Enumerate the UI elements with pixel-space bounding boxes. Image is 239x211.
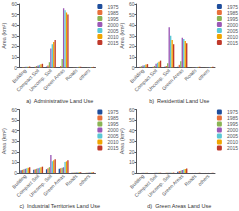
svg-text:60: 60 (11, 107, 17, 113)
svg-text:50: 50 (129, 117, 135, 123)
svg-text:Uncomp. Soil: Uncomp. Soil (27, 67, 53, 93)
svg-text:2015: 2015 (227, 40, 238, 46)
svg-text:1995: 1995 (226, 15, 238, 22)
svg-text:30: 30 (11, 138, 17, 144)
svg-text:others: others (77, 67, 91, 81)
svg-text:others: others (197, 67, 211, 81)
svg-text:40: 40 (11, 22, 17, 28)
svg-text:60: 60 (129, 107, 135, 113)
svg-text:30: 30 (129, 33, 135, 39)
svg-text:2000: 2000 (226, 21, 238, 28)
svg-text:1985: 1985 (107, 9, 119, 16)
svg-text:1995: 1995 (107, 121, 119, 127)
svg-text:1985: 1985 (226, 9, 238, 16)
svg-text:Uncomp. Soil: Uncomp. Soil (27, 172, 53, 199)
svg-text:1975: 1975 (107, 109, 119, 115)
svg-text:2010: 2010 (226, 139, 238, 145)
svg-text:2015: 2015 (227, 145, 238, 151)
svg-text:20: 20 (129, 149, 135, 155)
svg-text:Roads: Roads (64, 67, 79, 82)
svg-text:1985: 1985 (226, 115, 238, 121)
svg-text:0: 0 (14, 170, 17, 176)
svg-text:Roads: Roads (183, 173, 198, 188)
svg-text:Compact Soil: Compact Soil (133, 67, 159, 93)
svg-text:1995: 1995 (107, 15, 119, 22)
svg-text:2010: 2010 (107, 139, 119, 145)
svg-text:others: others (77, 173, 91, 187)
svg-text:2005: 2005 (107, 133, 119, 139)
svg-text:a) Administrative Land Use: a) Administrative Land Use (26, 98, 93, 104)
svg-text:2010: 2010 (226, 33, 238, 40)
svg-text:50: 50 (129, 12, 135, 18)
svg-text:Green Areas: Green Areas (160, 173, 184, 197)
svg-text:Building: Building (10, 172, 28, 190)
svg-text:1985: 1985 (107, 115, 119, 121)
svg-text:2005: 2005 (107, 27, 119, 34)
svg-text:20: 20 (11, 149, 17, 155)
svg-text:others: others (197, 173, 211, 187)
svg-text:30: 30 (129, 138, 135, 144)
svg-text:10: 10 (11, 54, 17, 60)
svg-text:b) Residential Land Use: b) Residential Land Use (149, 98, 209, 104)
svg-text:Roads: Roads (64, 173, 79, 188)
svg-text:Compact Soil: Compact Soil (133, 172, 159, 199)
svg-text:30: 30 (11, 33, 17, 39)
svg-text:0: 0 (132, 170, 135, 176)
svg-text:Roads: Roads (183, 67, 198, 82)
svg-text:2005: 2005 (226, 133, 238, 139)
svg-text:2000: 2000 (107, 21, 119, 28)
svg-text:50: 50 (11, 12, 17, 18)
svg-text:0: 0 (14, 65, 17, 71)
svg-text:Green Areas: Green Areas (42, 67, 66, 91)
svg-text:1975: 1975 (107, 3, 119, 10)
svg-text:Green Areas: Green Areas (42, 173, 66, 197)
svg-text:2015: 2015 (107, 40, 118, 46)
svg-text:Area (km²): Area (km²) (1, 23, 7, 49)
svg-text:10: 10 (129, 159, 135, 165)
svg-text:2005: 2005 (226, 27, 238, 34)
svg-text:c) Industrial Territories Lan: c) Industrial Territories Land Use (19, 203, 100, 209)
svg-text:50: 50 (11, 117, 17, 123)
svg-text:d) Green Areas Land Use: d) Green Areas Land Use (147, 203, 211, 209)
svg-text:Compact Soil: Compact Soil (15, 172, 41, 199)
svg-text:20: 20 (11, 43, 17, 49)
svg-text:40: 40 (11, 128, 17, 134)
svg-text:2010: 2010 (107, 33, 119, 40)
svg-text:Building: Building (128, 172, 146, 190)
svg-text:2000: 2000 (107, 127, 119, 133)
svg-text:Uncomp. Soil: Uncomp. Soil (146, 67, 172, 93)
svg-text:2000: 2000 (226, 127, 238, 133)
svg-text:20: 20 (129, 43, 135, 49)
svg-text:1995: 1995 (226, 121, 238, 127)
svg-text:2015: 2015 (107, 145, 118, 151)
svg-text:0: 0 (132, 65, 135, 71)
svg-text:Compact Soil: Compact Soil (15, 67, 41, 93)
svg-text:Building: Building (10, 67, 28, 85)
svg-text:Area (km²): Area (km²) (119, 128, 125, 154)
svg-text:Green Areas: Green Areas (160, 67, 184, 91)
svg-text:Uncomp. Soil: Uncomp. Soil (146, 172, 172, 199)
svg-text:1975: 1975 (226, 109, 238, 115)
svg-text:10: 10 (129, 54, 135, 60)
svg-text:Area (km²): Area (km²) (119, 23, 125, 49)
svg-text:40: 40 (129, 22, 135, 28)
svg-text:10: 10 (11, 159, 17, 165)
svg-text:40: 40 (129, 128, 135, 134)
svg-text:60: 60 (11, 1, 17, 7)
svg-text:Building: Building (128, 67, 146, 85)
svg-text:Area (km²): Area (km²) (1, 128, 7, 154)
svg-text:60: 60 (129, 1, 135, 7)
svg-text:1975: 1975 (226, 3, 238, 10)
